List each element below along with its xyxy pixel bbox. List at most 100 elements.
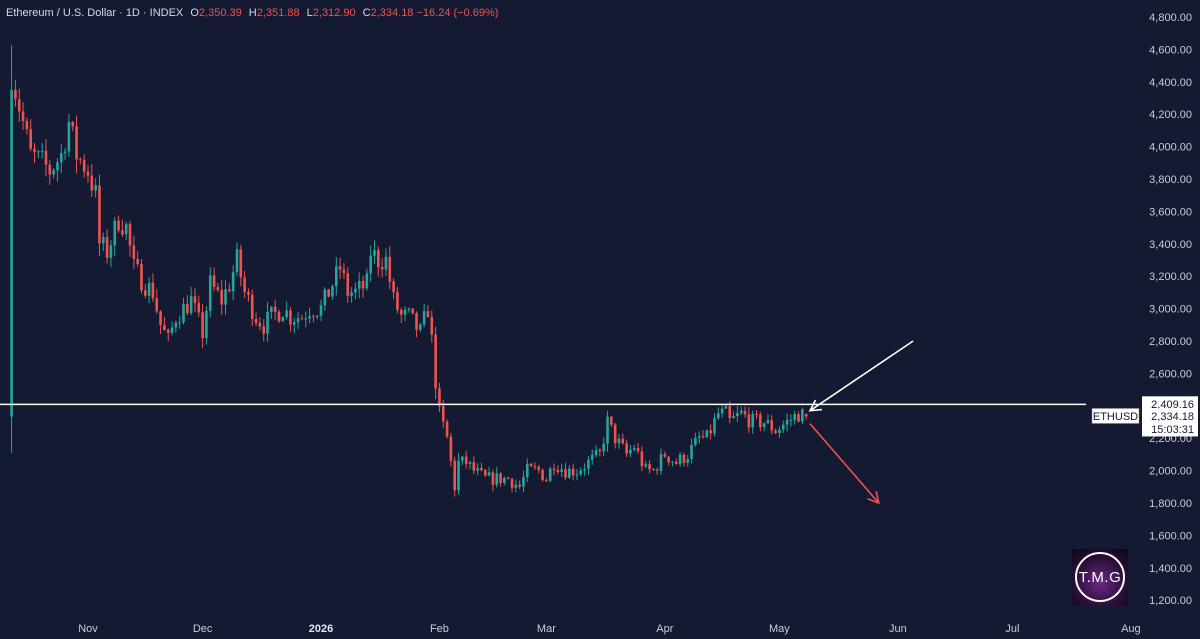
candle-body <box>44 150 48 165</box>
logo-text: T.M.G <box>1078 568 1122 586</box>
candle-body <box>568 468 571 478</box>
white-arrow-head <box>808 399 823 412</box>
candle-body <box>124 224 128 235</box>
white-arrow-shaft[interactable] <box>809 340 914 412</box>
candle-body <box>483 470 487 476</box>
candle-body <box>281 317 285 322</box>
candle-body <box>659 454 663 471</box>
change-value: −16.24 (−0.69%) <box>416 7 499 19</box>
candle-body <box>762 423 766 428</box>
candle-body <box>461 456 464 461</box>
y-tick-label: 2,600.00 <box>1149 368 1192 380</box>
candle-body <box>606 416 609 444</box>
candle-body <box>743 410 747 415</box>
candle-body <box>350 292 353 296</box>
candle-body <box>231 272 235 292</box>
candle-body <box>697 436 701 438</box>
candle-body <box>266 311 269 334</box>
candle-body <box>48 164 52 175</box>
candle-body <box>594 449 598 455</box>
candle-body <box>663 454 667 457</box>
candle-body <box>537 467 541 470</box>
candle-body <box>354 288 357 293</box>
candle-body <box>216 286 220 291</box>
candle-body <box>778 429 781 434</box>
candle-body <box>602 443 605 452</box>
candle-body <box>25 121 29 130</box>
candle-body <box>652 469 655 471</box>
candle-body <box>117 220 120 231</box>
candle-body <box>403 309 407 315</box>
candle-body <box>583 468 586 471</box>
candle-body <box>392 281 395 293</box>
candle-body <box>548 468 552 481</box>
candle-body <box>166 330 170 333</box>
candle-body <box>174 322 178 328</box>
candle-body <box>357 280 361 289</box>
candle-body <box>338 266 342 270</box>
candle-body <box>208 275 212 311</box>
y-tick-label: 3,400.00 <box>1149 239 1192 251</box>
candle-body <box>121 230 124 235</box>
time-axis[interactable]: Nov Dec 2026 Feb Mar Apr May Jun Jul Aug <box>78 623 1140 635</box>
candle-body <box>766 420 770 424</box>
candle-body <box>21 111 25 122</box>
candle-body <box>140 263 143 291</box>
y-tick-label: 1,800.00 <box>1149 498 1192 510</box>
symbol-tag-text: ETHUSD <box>1093 411 1138 423</box>
candle-body <box>323 289 327 306</box>
y-tick-label: 1,600.00 <box>1149 530 1192 542</box>
candle-body <box>331 286 334 297</box>
candle-body <box>579 470 583 475</box>
candle-body <box>98 185 101 244</box>
logo-ring: T.M.G <box>1075 552 1125 602</box>
candle-body <box>476 468 479 471</box>
candle-body <box>170 327 174 333</box>
x-tick-label: Apr <box>656 623 673 635</box>
candle-body <box>144 290 147 296</box>
x-tick-label: Mar <box>537 623 556 635</box>
candle-body <box>399 310 403 315</box>
candle-body <box>674 461 678 464</box>
candle-body <box>52 170 55 175</box>
candles-group <box>10 45 808 497</box>
candle-body <box>655 469 659 471</box>
candle-body <box>182 303 185 323</box>
candle-body <box>201 312 204 339</box>
red-arrow-shaft[interactable] <box>809 423 880 504</box>
candle-body <box>736 413 739 417</box>
candle-body <box>705 430 709 437</box>
countdown-text: 15:03:31 <box>1151 424 1194 436</box>
candle-body <box>37 151 40 153</box>
candle-body <box>564 469 567 478</box>
candle-body <box>258 323 262 327</box>
candle-body <box>739 410 743 414</box>
low-value: 2,312.90 <box>312 7 356 19</box>
candle-body <box>774 430 777 434</box>
y-tick-label: 4,600.00 <box>1149 44 1192 56</box>
red-arrow-head <box>867 491 880 505</box>
candle-body <box>793 414 796 420</box>
candle-body <box>163 325 166 331</box>
y-tick-label: 2,800.00 <box>1149 336 1192 348</box>
candle-body <box>430 316 434 335</box>
candle-body <box>426 311 430 317</box>
candle-body <box>480 468 483 471</box>
candle-body <box>101 237 105 244</box>
candle-body <box>304 318 308 320</box>
candle-body <box>453 460 457 491</box>
candle-body <box>717 413 720 419</box>
candle-body <box>575 474 579 476</box>
open-value: 2,350.39 <box>198 7 242 19</box>
candle-body <box>384 256 388 270</box>
candle-body <box>75 126 78 160</box>
candle-body <box>472 462 476 471</box>
candle-body <box>79 159 82 161</box>
price-axis[interactable]: 1,200.00 1,400.00 1,600.00 1,800.00 2,000.00… <box>1149 12 1192 607</box>
candle-body <box>526 463 529 478</box>
candle-body <box>644 464 648 467</box>
y-tick-label: 3,600.00 <box>1149 206 1192 218</box>
